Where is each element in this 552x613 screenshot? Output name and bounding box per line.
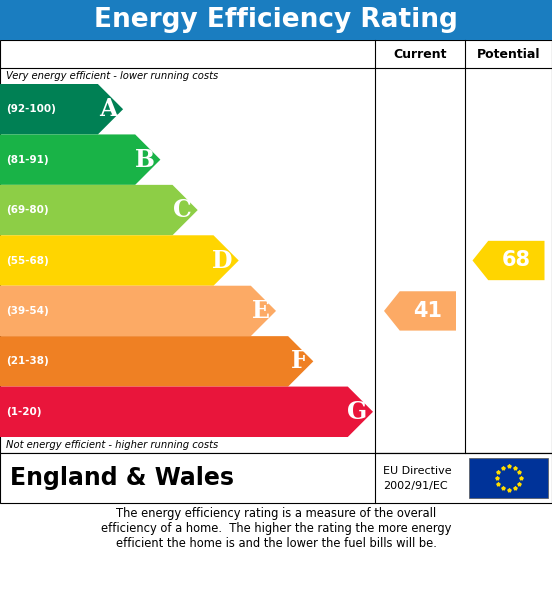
Polygon shape [0,134,161,185]
Text: (55-68): (55-68) [6,256,49,265]
Text: EU Directive: EU Directive [383,465,452,476]
Text: E: E [252,299,270,323]
Polygon shape [0,286,276,336]
Polygon shape [473,241,544,280]
Polygon shape [0,387,373,437]
Text: The energy efficiency rating is a measure of the overall
efficiency of a home.  : The energy efficiency rating is a measur… [101,507,451,550]
Polygon shape [0,185,198,235]
Text: (39-54): (39-54) [6,306,49,316]
Bar [0,0,552,40]
Polygon shape [0,235,238,286]
Text: Very energy efficient - lower running costs: Very energy efficient - lower running co… [6,71,218,81]
Text: (1-20): (1-20) [6,407,41,417]
Bar [0,453,552,503]
Text: G: G [347,400,367,424]
Bar [469,458,548,498]
Text: F: F [290,349,307,373]
Text: (21-38): (21-38) [6,356,49,367]
Polygon shape [384,291,456,330]
Text: (92-100): (92-100) [6,104,56,114]
Polygon shape [0,84,123,134]
Text: England & Wales: England & Wales [10,466,234,490]
Text: 41: 41 [413,301,442,321]
Text: Current: Current [393,47,447,61]
Text: Not energy efficient - higher running costs: Not energy efficient - higher running co… [6,440,218,450]
Text: (69-80): (69-80) [6,205,49,215]
Text: D: D [212,248,233,273]
Text: 68: 68 [502,251,531,270]
Bar [0,40,552,453]
Text: Energy Efficiency Rating: Energy Efficiency Rating [94,7,458,33]
Text: (81-91): (81-91) [6,154,49,165]
Text: Potential: Potential [477,47,540,61]
Polygon shape [0,336,314,387]
Text: C: C [173,198,192,222]
Text: A: A [99,97,117,121]
Text: 2002/91/EC: 2002/91/EC [383,481,448,490]
Text: B: B [135,148,155,172]
